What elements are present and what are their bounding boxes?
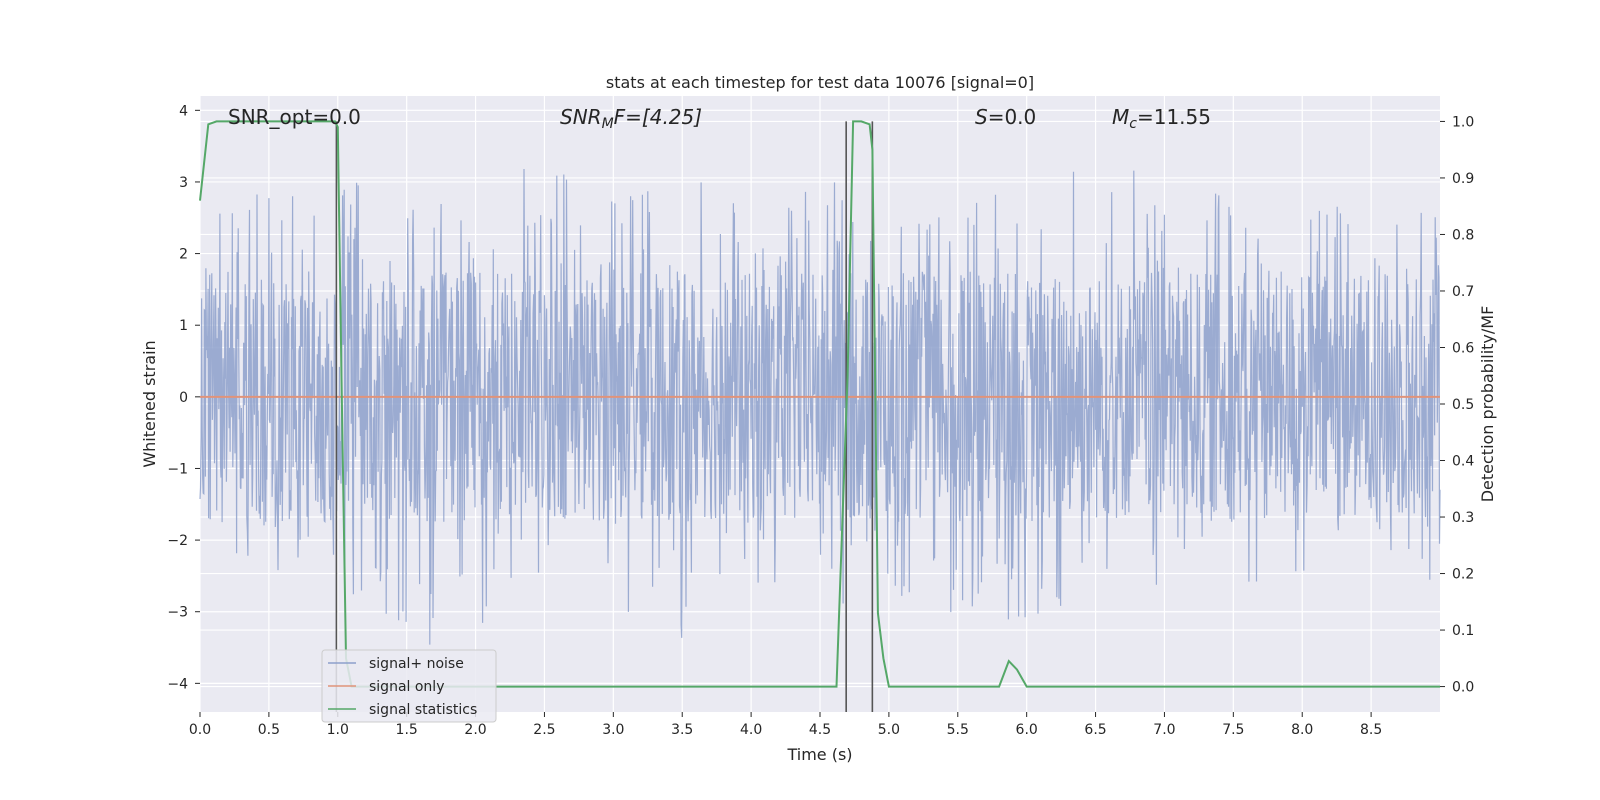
x-tick-label: 7.0 — [1153, 722, 1175, 738]
s-annotation: S=0.0 — [975, 105, 1036, 129]
y2-tick-label: 0.8 — [1452, 227, 1474, 243]
y2-tick-label: 0.5 — [1452, 397, 1474, 413]
x-tick-label: 1.5 — [396, 722, 418, 738]
legend-label-signal-only: signal only — [369, 679, 444, 695]
y2-tick-label: 0.1 — [1452, 623, 1474, 639]
s-rest: =0.0 — [988, 105, 1037, 129]
y-tick-labels: 4 3 2 1 0 −1 −2 −3 −4 — [167, 103, 200, 692]
x-tick-label: 8.5 — [1360, 722, 1382, 738]
x-tick-label: 6.5 — [1084, 722, 1106, 738]
snr-opt-annotation: SNR_opt=0.0 — [228, 105, 361, 129]
x-tick-label: 2.0 — [464, 722, 486, 738]
y2-tick-label: 0.9 — [1452, 171, 1474, 187]
y-axis-label: Whitened strain — [140, 340, 159, 467]
snr-mf-annotation: SNRMF=[4.25] — [560, 105, 702, 132]
y-tick-label: 1 — [179, 318, 188, 334]
y2-tick-label: 1.0 — [1452, 114, 1474, 130]
y-tick-label: 3 — [179, 175, 188, 191]
y2-tick-labels: 1.0 0.9 0.8 0.7 0.6 0.5 0.4 0.3 0.2 0.1 0.0 — [1440, 114, 1474, 696]
mc-subscript: c — [1129, 116, 1137, 132]
x-tick-label: 7.5 — [1222, 722, 1244, 738]
signal-noise-line — [199, 168, 1441, 645]
x-tick-label: 5.5 — [947, 722, 969, 738]
y2-tick-label: 0.3 — [1452, 510, 1474, 526]
x-tick-label: 3.0 — [602, 722, 624, 738]
legend: signal+ noise signal only signal statist… — [321, 649, 497, 723]
y-tick-label: −1 — [167, 461, 188, 477]
y-tick-label: −2 — [167, 533, 188, 549]
x-axis-label: Time (s) — [786, 745, 852, 764]
y-tick-label: 4 — [179, 103, 188, 119]
x-tick-label: 8.0 — [1291, 722, 1313, 738]
y2-tick-label: 0.4 — [1452, 454, 1474, 470]
y2-tick-label: 0.6 — [1452, 340, 1474, 356]
mc-base: M — [1112, 105, 1129, 129]
snr-mf-base: SNR — [560, 105, 602, 129]
x-tick-label: 4.0 — [740, 722, 762, 738]
x-tick-label: 3.5 — [671, 722, 693, 738]
signal-statistics-line — [199, 120, 1440, 688]
y2-tick-label: 0.7 — [1452, 284, 1474, 300]
x-tick-label: 5.0 — [878, 722, 900, 738]
y2-tick-label: 0.2 — [1452, 567, 1474, 583]
y-tick-label: 2 — [179, 247, 188, 263]
y2-axis-label: Detection probability/MF — [1478, 306, 1497, 503]
x-tick-label: 1.0 — [327, 722, 349, 738]
s-italic: S — [975, 105, 988, 129]
legend-box — [321, 649, 497, 723]
signal-statistics-series — [199, 120, 1440, 688]
mc-rest: =11.55 — [1137, 105, 1211, 129]
x-tick-label: 2.5 — [533, 722, 555, 738]
mc-annotation: Mc=11.55 — [1112, 105, 1211, 132]
x-tick-labels: 0.0 0.5 1.0 1.5 2.0 2.5 3.0 3.5 4.0 4.5 5.0 5.5 6.0 6… — [189, 712, 1382, 738]
x-tick-label: 4.5 — [809, 722, 831, 738]
x-tick-label: 0.0 — [189, 722, 211, 738]
y-tick-label: −4 — [167, 676, 188, 692]
x-tick-label: 0.5 — [258, 722, 280, 738]
y2-tick-label: 0.0 — [1452, 680, 1474, 696]
legend-label-signal-statistics: signal statistics — [369, 702, 477, 718]
y-tick-label: −3 — [167, 605, 188, 621]
legend-label-signal-noise: signal+ noise — [369, 656, 464, 672]
y-tick-label: 0 — [179, 390, 188, 406]
chart-title: stats at each timestep for test data 100… — [606, 73, 1034, 92]
x-tick-label: 6.0 — [1016, 722, 1038, 738]
signal-noise-series — [199, 168, 1441, 645]
snr-mf-subscript: M — [602, 116, 614, 132]
snr-mf-rest: F=[4.25] — [614, 105, 702, 129]
